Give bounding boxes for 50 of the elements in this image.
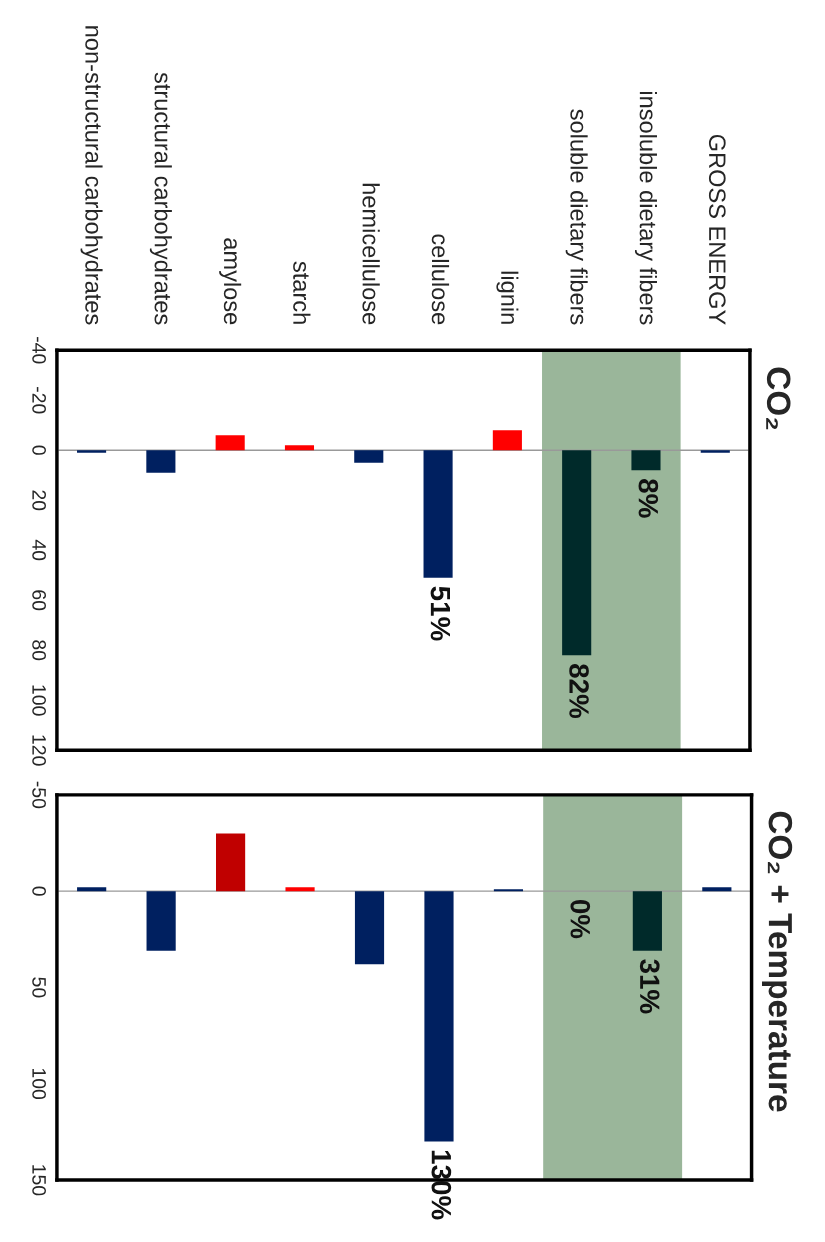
x-tick-label: lignin xyxy=(496,271,519,324)
bar xyxy=(632,891,662,951)
bar xyxy=(702,887,732,892)
text: CO₂ + Temperature xyxy=(761,811,793,1112)
data-label: 31% xyxy=(639,959,660,1014)
x-tick-label: soluble dietary fibers xyxy=(565,109,588,325)
y-tick-label: 20 xyxy=(32,490,46,511)
bar xyxy=(285,887,315,892)
bar xyxy=(492,430,522,451)
x-tick-label: insoluble dietary fibers xyxy=(634,91,657,325)
bar xyxy=(354,450,384,463)
y-tick-label: 150 xyxy=(32,1165,46,1196)
x-tick-label: hemicellulose xyxy=(362,183,380,325)
x-tick-label: GROSS ENERGY xyxy=(708,134,726,325)
bar xyxy=(77,887,107,892)
y-tick-label: 100 xyxy=(32,1068,46,1100)
x-tick-label: starch xyxy=(293,261,311,324)
bar xyxy=(146,891,176,951)
bar xyxy=(146,450,176,473)
y-tick-label: 80 xyxy=(32,640,46,661)
x-tick-label: structural carbohydrates xyxy=(149,72,172,325)
bar xyxy=(77,450,107,453)
bar xyxy=(215,435,245,451)
data-label: 51% xyxy=(430,586,451,641)
y-tick-label: 60 xyxy=(32,590,46,611)
x-tick-label: amylose xyxy=(219,238,242,325)
bar xyxy=(423,450,453,578)
y-tick-label: 120 xyxy=(32,735,46,766)
bar xyxy=(216,833,246,892)
bar xyxy=(700,450,730,453)
y-tick-label: -40 xyxy=(32,337,46,364)
data-label: 82% xyxy=(569,664,589,719)
y-tick-label: 0 xyxy=(32,445,46,455)
x-tick-label: non-structural carbohydrates xyxy=(80,26,103,325)
x-tick-label: cellulose xyxy=(431,234,450,325)
bar xyxy=(631,450,661,471)
data-label: 8% xyxy=(638,479,659,518)
y-tick-label: 0 xyxy=(32,886,46,896)
y-tick-label: -50 xyxy=(32,781,46,809)
bar xyxy=(284,445,315,451)
y-tick-label: 100 xyxy=(32,685,46,716)
bar xyxy=(354,891,385,965)
data-label: 130% xyxy=(431,1150,452,1220)
bar xyxy=(562,450,592,656)
y-tick-label: -20 xyxy=(32,387,46,414)
y-tick-label: 40 xyxy=(32,539,46,561)
text: CO₂ xyxy=(766,367,791,430)
y-tick-label: 50 xyxy=(32,977,46,998)
bar xyxy=(424,891,454,1142)
data-label: 0% xyxy=(570,899,591,939)
